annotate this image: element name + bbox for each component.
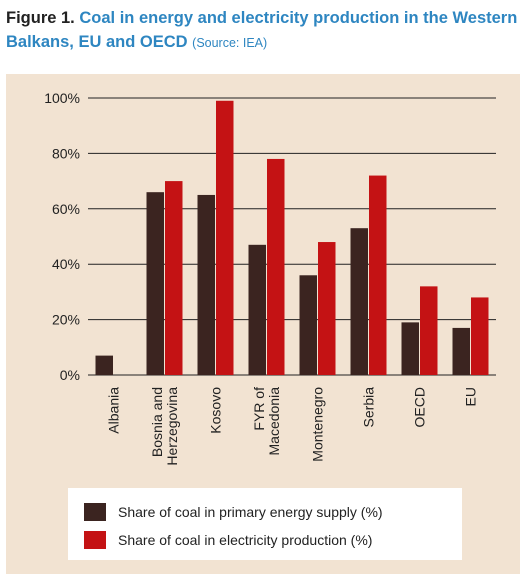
- bar-primary-energy-fyr-of-macedonia: [248, 244, 266, 375]
- chart-legend: Share of coal in primary energy supply (…: [68, 488, 462, 560]
- figure-main-title: Coal in energy and electricity productio…: [6, 9, 518, 51]
- bar-primary-energy-montenegro: [299, 275, 317, 375]
- bar-primary-energy-serbia: [350, 228, 368, 375]
- bar-primary-energy-albania: [95, 355, 113, 375]
- x-tick-label-eu: EU: [463, 387, 479, 406]
- y-tick-label-20: 20%: [52, 312, 80, 328]
- legend-label-electricity: Share of coal in electricity production …: [118, 532, 373, 548]
- figure-label: Figure 1.: [6, 9, 75, 27]
- bar-electricity-kosovo: [216, 100, 234, 375]
- x-tick-label-serbia: Serbia: [361, 387, 377, 428]
- legend-label-primary-energy: Share of coal in primary energy supply (…: [118, 504, 383, 520]
- x-tick-label-fyr-of-macedonia: FYR ofMacedonia: [251, 387, 282, 456]
- bar-electricity-montenegro: [318, 242, 336, 375]
- figure-source: (Source: IEA): [192, 36, 268, 50]
- bar-electricity-serbia: [369, 175, 387, 375]
- x-tick-label-oecd: OECD: [412, 387, 428, 427]
- bar-chart: 0% 20% 40% 60% 80% 100% Albania Bosnia andHerze…: [44, 90, 496, 466]
- legend-item-electricity: Share of coal in electricity production …: [84, 528, 372, 552]
- bar-electricity-eu: [471, 297, 489, 375]
- chart-panel: 0% 20% 40% 60% 80% 100% Albania Bosnia andHerze…: [6, 74, 520, 574]
- y-tick-label-0: 0%: [60, 367, 80, 383]
- y-tick-label-80: 80%: [52, 145, 80, 161]
- bar-primary-energy-bosnia-and-herzegovina: [146, 192, 164, 375]
- bar-primary-energy-kosovo: [197, 194, 215, 375]
- figure-title: Figure 1. Coal in energy and electricity…: [6, 6, 518, 55]
- x-tick-label-albania: Albania: [106, 387, 122, 434]
- y-tick-label-40: 40%: [52, 256, 80, 272]
- bar-electricity-oecd: [420, 286, 438, 375]
- bar-electricity-bosnia-and-herzegovina: [165, 181, 183, 375]
- y-tick-label-100: 100%: [44, 90, 80, 106]
- bar-primary-energy-eu: [452, 327, 470, 375]
- x-tick-label-montenegro: Montenegro: [310, 387, 326, 462]
- bar-primary-energy-oecd: [401, 322, 419, 375]
- bar-electricity-fyr-of-macedonia: [267, 158, 285, 375]
- legend-item-primary-energy: Share of coal in primary energy supply (…: [84, 500, 383, 524]
- x-tick-label-bosnia-and-herzegovina: Bosnia andHerzegovina: [149, 387, 180, 466]
- legend-swatch-electricity: [84, 531, 106, 549]
- y-tick-label-60: 60%: [52, 201, 80, 217]
- legend-swatch-primary-energy: [84, 503, 106, 521]
- x-tick-label-kosovo: Kosovo: [208, 387, 224, 434]
